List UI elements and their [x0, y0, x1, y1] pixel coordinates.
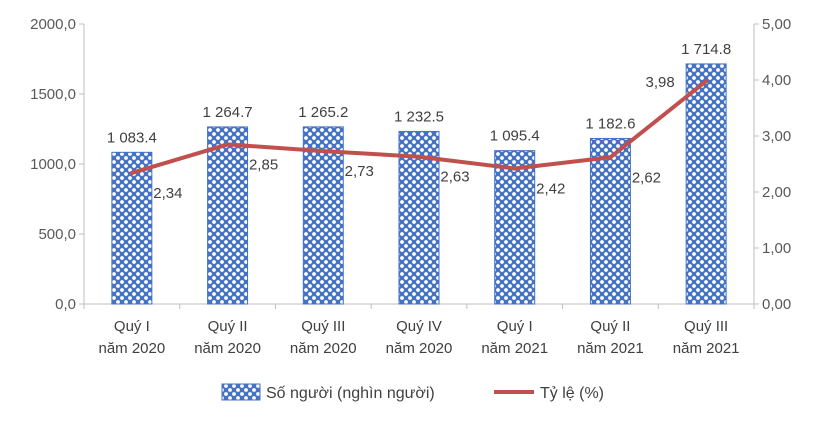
x-tick-label-line: Quý III: [684, 318, 728, 335]
legend-swatch-bar: [221, 383, 261, 401]
x-tick-label-line: năm 2021: [577, 340, 644, 357]
y-right-tick-label: 1,00: [762, 240, 791, 257]
bar: [207, 126, 249, 305]
y-right-tick-label: 5,00: [762, 16, 791, 33]
bar: [111, 151, 153, 305]
y-left-tick-label: 500,0: [38, 226, 76, 243]
x-tick-label: Quý II năm 2021: [577, 318, 644, 357]
y-left-tick-label: 1500,0: [30, 86, 76, 103]
line-value-label: 2,34: [153, 185, 182, 202]
line-value-label: 2,63: [440, 169, 469, 186]
x-tick-label: Quý IV năm 2020: [386, 318, 453, 357]
line-point: [512, 166, 517, 171]
x-tick-label: Quý II năm 2020: [194, 318, 261, 357]
x-tick-label-line: Quý I: [497, 318, 533, 335]
x-tick-label: Quý I năm 2020: [98, 318, 165, 357]
line-point: [608, 155, 613, 160]
legend-label-line: Tỷ lệ (%): [540, 385, 604, 402]
bar-value-label: 1 083.4: [107, 129, 157, 146]
x-tick-label-line: Quý III: [301, 318, 345, 335]
y-right-tick-label: 3,00: [762, 128, 791, 145]
y-left-tick-label: 1000,0: [30, 156, 76, 173]
x-tick-label-line: năm 2021: [481, 340, 548, 357]
line-value-label: 2,73: [345, 163, 374, 180]
bar: [302, 126, 344, 305]
x-tick-label: Quý I năm 2021: [481, 318, 548, 357]
line-value-label: 3,98: [646, 74, 675, 91]
x-tick-label-line: năm 2020: [386, 340, 453, 357]
x-tick-label-line: năm 2020: [98, 340, 165, 357]
line-point: [321, 149, 326, 154]
y-left-tick-label: 0,0: [55, 296, 76, 313]
y-right-tick-label: 4,00: [762, 72, 791, 89]
bar-value-label: 1 265.2: [298, 104, 348, 121]
bar-value-label: 1 264.7: [203, 104, 253, 121]
data-labels: 1 083.4 1 264.7 1 265.2 1 232.5 1 095.4 1 182…: [107, 41, 731, 202]
bar: [589, 137, 631, 305]
bar-series: [111, 63, 727, 305]
axes: 0,0 500,0 1000,0 1500,0 2000,0 0,00 1,00 2,00 3,…: [30, 16, 791, 357]
line-value-label: 2,42: [536, 180, 565, 197]
line-point: [417, 154, 421, 159]
bar: [494, 150, 536, 305]
bar-value-label: 1 182.6: [585, 115, 635, 132]
bar-value-label: 1 714.8: [681, 41, 731, 58]
y-right-tick-label: 0,00: [762, 296, 791, 313]
line-point: [129, 170, 134, 175]
x-tick-label-line: năm 2020: [194, 340, 261, 357]
line-point: [225, 142, 230, 147]
line-point: [704, 79, 709, 84]
y-right-tick-label: 2,00: [762, 184, 791, 201]
bar-value-label: 1 232.5: [394, 108, 444, 125]
y-left-tick-label: 2000,0: [30, 16, 76, 33]
line-series: [129, 79, 709, 175]
legend-label-bar: Số người (nghìn người): [266, 385, 435, 402]
line-value-label: 2,85: [249, 156, 278, 173]
legend: Số người (nghìn người) Tỷ lệ (%): [221, 383, 604, 402]
line-value-label: 2,62: [632, 169, 661, 186]
x-tick-label-line: Quý I: [114, 318, 150, 335]
x-tick-label-line: năm 2020: [290, 340, 357, 357]
x-tick-label-line: Quý II: [208, 318, 248, 335]
x-tick-label: Quý III năm 2020: [290, 318, 357, 357]
x-tick-label: Quý III năm 2021: [673, 318, 740, 357]
x-tick-label-line: năm 2021: [673, 340, 740, 357]
x-tick-label-line: Quý IV: [396, 318, 442, 335]
bar-value-label: 1 095.4: [490, 128, 540, 145]
x-tick-label-line: Quý II: [590, 318, 630, 335]
bar: [685, 63, 727, 305]
